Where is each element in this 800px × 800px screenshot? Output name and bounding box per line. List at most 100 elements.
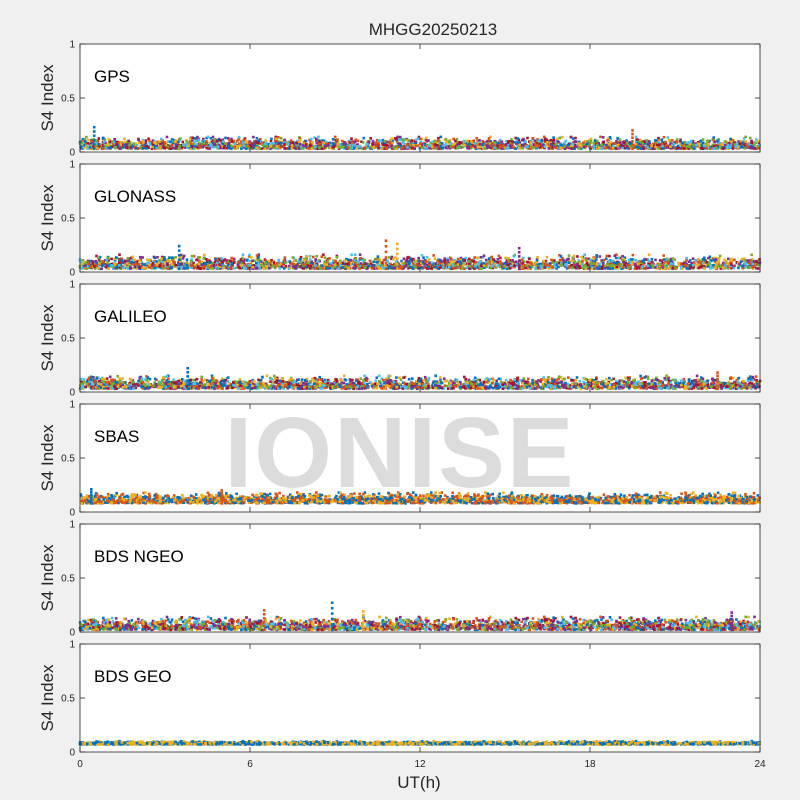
data-point — [490, 266, 493, 270]
data-point — [690, 145, 694, 148]
data-point — [611, 267, 615, 270]
data-point — [215, 266, 218, 269]
data-point — [618, 138, 622, 142]
data-point — [190, 263, 194, 266]
data-point — [508, 146, 512, 149]
data-point — [500, 263, 503, 266]
data-point — [182, 254, 186, 258]
data-point — [362, 266, 366, 269]
data-point — [510, 142, 514, 146]
data-point — [446, 257, 449, 261]
data-point — [174, 139, 178, 142]
data-point — [679, 143, 682, 146]
data-point — [328, 257, 331, 260]
data-point — [79, 260, 82, 263]
data-point — [642, 147, 646, 150]
data-point — [135, 143, 139, 147]
data-point — [122, 145, 125, 149]
data-point — [438, 258, 441, 262]
data-point — [604, 146, 607, 150]
data-point — [390, 266, 393, 269]
data-point — [549, 138, 553, 142]
data-point — [712, 147, 716, 150]
data-point — [241, 256, 244, 260]
data-point — [255, 254, 259, 257]
data-point — [486, 140, 489, 143]
data-point — [634, 145, 638, 149]
data-point — [81, 259, 85, 262]
data-point — [690, 139, 693, 143]
data-point — [681, 144, 684, 148]
data-point — [604, 257, 608, 261]
data-point — [558, 259, 562, 262]
data-point — [139, 255, 142, 259]
data-point — [421, 262, 424, 266]
data-point — [370, 145, 373, 148]
data-point — [371, 142, 374, 146]
data-point — [592, 144, 596, 148]
data-point — [753, 147, 757, 150]
data-point — [595, 255, 598, 259]
data-point — [614, 146, 618, 150]
data-point — [747, 264, 751, 268]
data-point — [146, 258, 149, 262]
data-point — [707, 256, 710, 260]
data-point — [168, 146, 171, 150]
data-point — [641, 262, 644, 266]
data-point — [290, 144, 294, 147]
data-point — [376, 257, 380, 261]
data-point — [458, 141, 462, 144]
data-point — [619, 262, 623, 266]
data-point — [646, 142, 650, 146]
data-point — [201, 266, 205, 269]
data-point — [571, 266, 574, 270]
data-point — [624, 262, 628, 265]
data-point — [475, 143, 478, 147]
data-point — [213, 138, 217, 142]
data-point — [469, 261, 472, 264]
data-point — [93, 265, 96, 268]
data-point — [394, 147, 398, 150]
data-point — [287, 147, 290, 150]
data-point — [207, 266, 210, 269]
data-point — [568, 141, 571, 145]
data-point — [446, 259, 450, 262]
data-point — [284, 261, 287, 264]
data-point — [239, 258, 243, 261]
data-point — [87, 262, 90, 266]
data-point — [436, 259, 439, 263]
data-point — [103, 263, 107, 266]
data-point — [293, 146, 297, 150]
data-point — [744, 265, 747, 269]
data-point — [102, 147, 105, 150]
data-point — [347, 262, 350, 266]
data-point — [300, 147, 304, 150]
data-point — [595, 254, 598, 257]
data-point — [259, 263, 262, 267]
data-point — [368, 259, 372, 263]
data-point — [360, 262, 363, 265]
data-point — [237, 135, 241, 139]
data-point — [275, 142, 279, 146]
data-point — [316, 147, 320, 150]
data-point — [396, 135, 399, 139]
data-point — [112, 140, 116, 143]
data-point — [493, 146, 496, 150]
data-point — [194, 137, 197, 140]
data-point — [375, 139, 379, 142]
data-point — [299, 145, 303, 148]
data-point — [148, 263, 151, 267]
data-point — [244, 145, 248, 148]
data-point — [402, 264, 406, 267]
data-point — [295, 141, 298, 145]
data-point — [316, 260, 319, 263]
data-point — [383, 141, 387, 145]
data-point — [730, 257, 733, 261]
data-point — [302, 146, 306, 150]
data-point — [730, 263, 733, 266]
data-point — [473, 256, 477, 259]
data-point — [493, 262, 497, 266]
data-point — [84, 140, 87, 143]
data-point — [435, 144, 439, 147]
data-point — [196, 267, 199, 270]
